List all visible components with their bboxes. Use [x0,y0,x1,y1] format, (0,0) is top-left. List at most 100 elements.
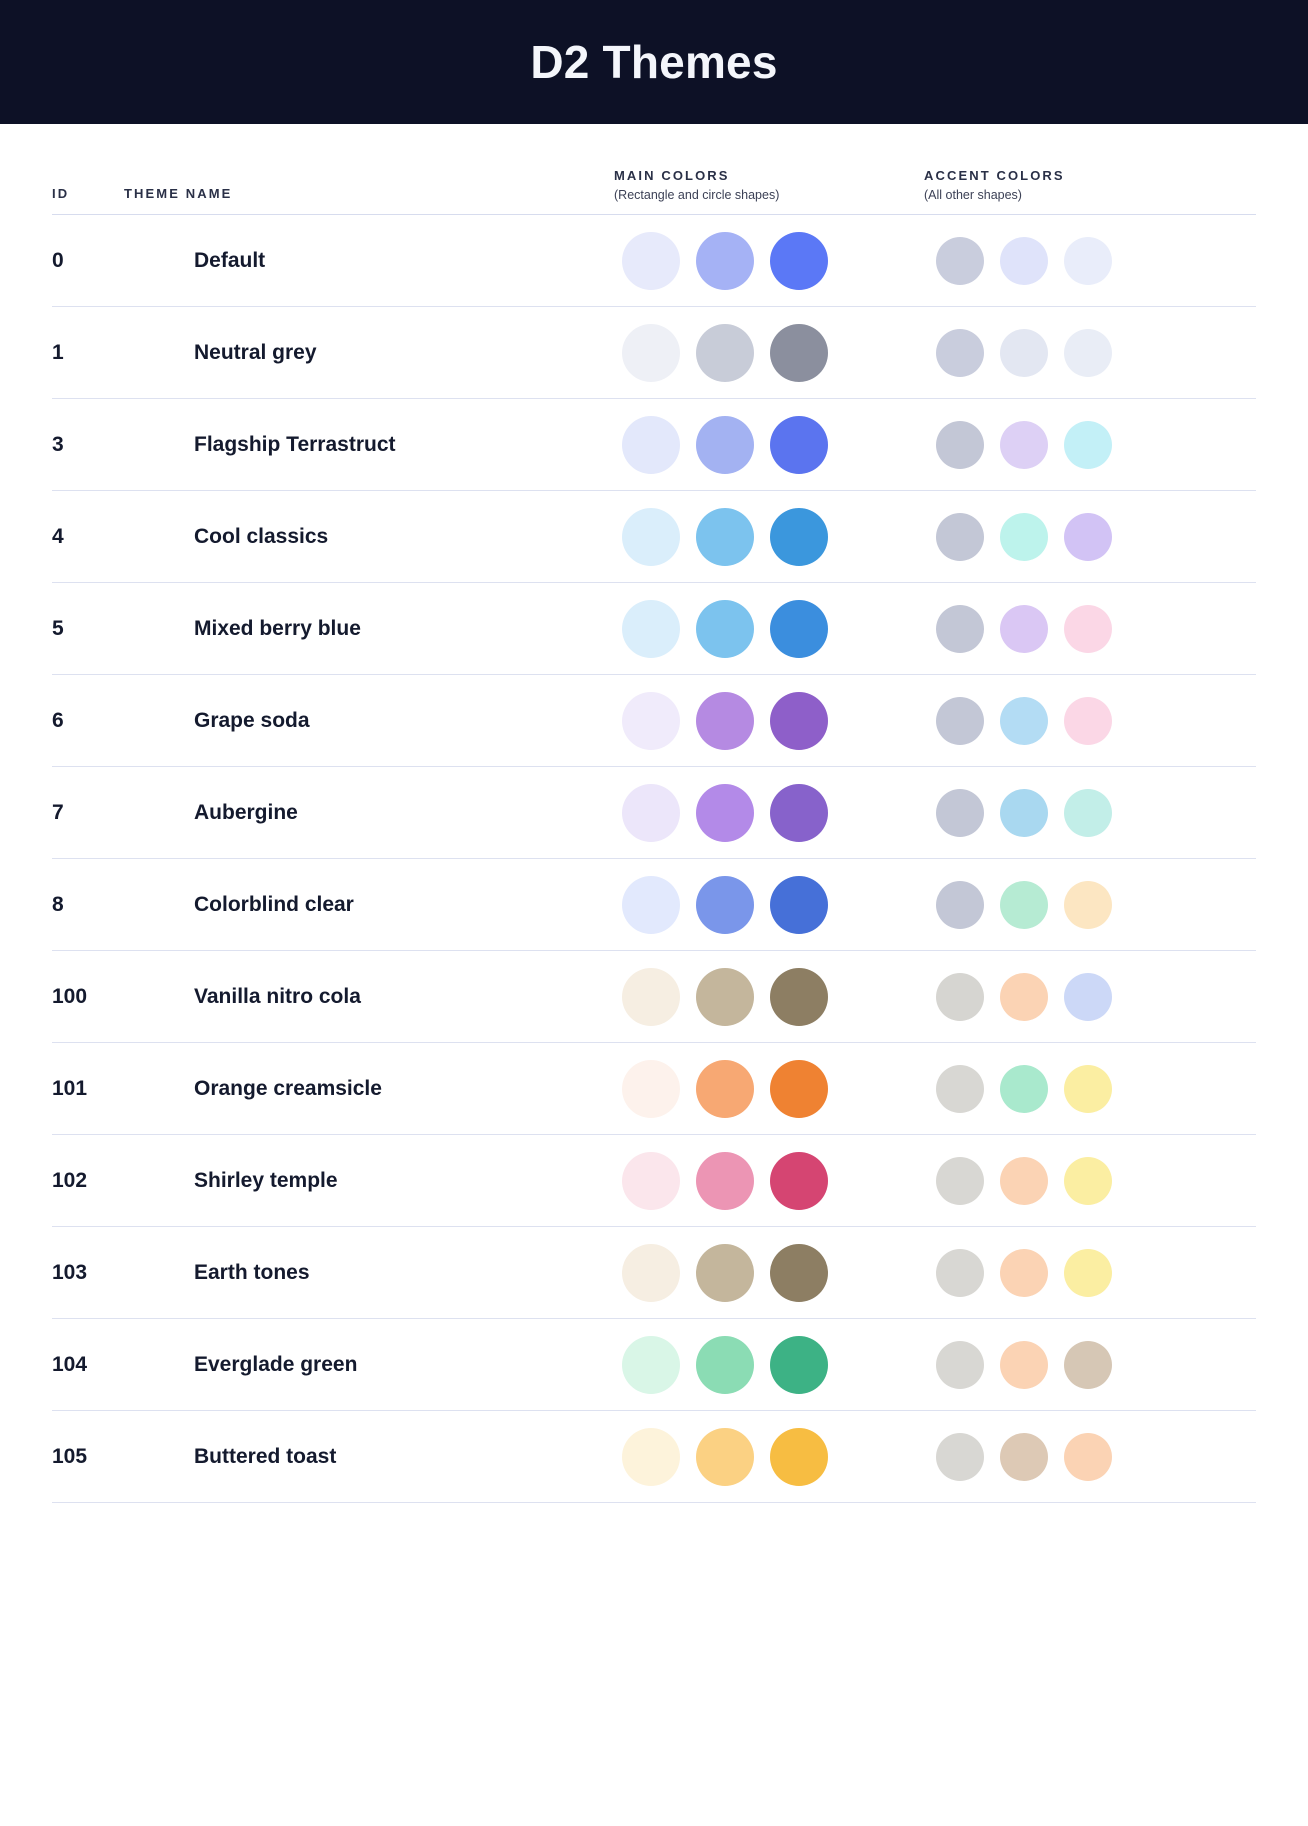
main-color-swatch-1 [622,599,680,658]
column-header-main-colors-label: MAIN COLORS [614,168,730,183]
main-color-swatch-1 [622,1059,680,1118]
accent-color-swatch-1 [936,788,984,837]
main-color-swatch-1 [622,323,680,382]
theme-id: 6 [52,674,124,768]
main-color-swatch-2 [696,783,754,842]
accent-color-swatch-3 [1064,512,1112,561]
main-color-swatch-3 [770,507,828,566]
main-color-swatch-1 [622,1151,680,1210]
theme-id: 101 [52,1042,124,1136]
main-color-swatch-1 [622,783,680,842]
accent-color-swatch-1 [936,236,984,285]
accent-color-swatch-1 [936,1432,984,1481]
accent-colors-cell [922,1226,1256,1320]
accent-color-swatch-1 [936,420,984,469]
accent-color-swatches [922,696,1256,745]
accent-colors-cell [922,1318,1256,1412]
main-colors-cell [612,1410,922,1504]
theme-id: 105 [52,1410,124,1504]
theme-id: 0 [52,214,124,308]
accent-colors-cell [922,1134,1256,1228]
accent-colors-cell [922,1410,1256,1504]
accent-color-swatch-1 [936,1156,984,1205]
main-color-swatch-2 [696,599,754,658]
column-header-accent-colors: ACCENT COLORS (All other shapes) [922,124,1256,216]
column-header-theme-name-label: THEME NAME [124,186,233,201]
column-header-main-colors: MAIN COLORS (Rectangle and circle shapes… [612,124,922,216]
main-color-swatch-2 [696,1427,754,1486]
table-row: 5 Mixed berry blue [52,582,1256,676]
theme-id: 102 [52,1134,124,1228]
accent-color-swatch-3 [1064,1156,1112,1205]
table-row: 104 Everglade green [52,1318,1256,1412]
main-color-swatch-3 [770,1151,828,1210]
main-color-swatches [612,1243,922,1302]
theme-name: Colorblind clear [124,858,612,952]
main-color-swatch-2 [696,231,754,290]
main-color-swatches [612,323,922,382]
main-color-swatch-3 [770,875,828,934]
theme-name: Orange creamsicle [124,1042,612,1136]
accent-color-swatches [922,1432,1256,1481]
main-color-swatch-1 [622,1427,680,1486]
main-color-swatch-2 [696,415,754,474]
theme-name: Mixed berry blue [124,582,612,676]
table-row: 1 Neutral grey [52,306,1256,400]
main-color-swatches [612,1427,922,1486]
accent-color-swatch-1 [936,972,984,1021]
main-color-swatch-3 [770,967,828,1026]
column-header-main-colors-sublabel: (Rectangle and circle shapes) [614,188,780,203]
accent-color-swatch-2 [1000,512,1048,561]
column-header-theme-name: THEME NAME [124,124,612,216]
accent-colors-cell [922,398,1256,492]
accent-color-swatch-1 [936,880,984,929]
accent-color-swatch-2 [1000,236,1048,285]
accent-color-swatches [922,1064,1256,1113]
accent-color-swatch-3 [1064,788,1112,837]
column-header-accent-colors-label: ACCENT COLORS [924,168,1065,183]
table-row: 101 Orange creamsicle [52,1042,1256,1136]
main-color-swatches [612,691,922,750]
accent-color-swatches [922,512,1256,561]
accent-color-swatch-3 [1064,1432,1112,1481]
accent-colors-cell [922,858,1256,952]
main-color-swatch-1 [622,967,680,1026]
accent-color-swatch-1 [936,1340,984,1389]
theme-id: 5 [52,582,124,676]
main-color-swatch-3 [770,323,828,382]
main-color-swatch-1 [622,1335,680,1394]
main-colors-cell [612,950,922,1044]
accent-color-swatches [922,604,1256,653]
table-row: 6 Grape soda [52,674,1256,768]
main-color-swatch-3 [770,1335,828,1394]
accent-color-swatches [922,236,1256,285]
accent-color-swatch-2 [1000,972,1048,1021]
themes-table: ID THEME NAME MAIN COLORS (Rectangle and… [52,124,1256,1504]
accent-color-swatches [922,880,1256,929]
main-color-swatches [612,875,922,934]
column-header-id-label: ID [52,186,70,201]
main-color-swatches [612,967,922,1026]
main-color-swatch-2 [696,875,754,934]
main-color-swatch-3 [770,691,828,750]
main-color-swatches [612,599,922,658]
accent-color-swatch-1 [936,1248,984,1297]
accent-color-swatch-3 [1064,1248,1112,1297]
accent-color-swatch-3 [1064,1340,1112,1389]
theme-name: Flagship Terrastruct [124,398,612,492]
accent-colors-cell [922,582,1256,676]
theme-id: 4 [52,490,124,584]
main-color-swatch-3 [770,231,828,290]
accent-colors-cell [922,306,1256,400]
main-colors-cell [612,1134,922,1228]
main-colors-cell [612,214,922,308]
main-color-swatch-1 [622,231,680,290]
accent-color-swatch-1 [936,328,984,377]
main-color-swatches [612,1059,922,1118]
main-color-swatch-3 [770,1427,828,1486]
main-color-swatch-3 [770,599,828,658]
theme-id: 103 [52,1226,124,1320]
accent-colors-cell [922,674,1256,768]
accent-color-swatches [922,328,1256,377]
accent-color-swatch-3 [1064,972,1112,1021]
